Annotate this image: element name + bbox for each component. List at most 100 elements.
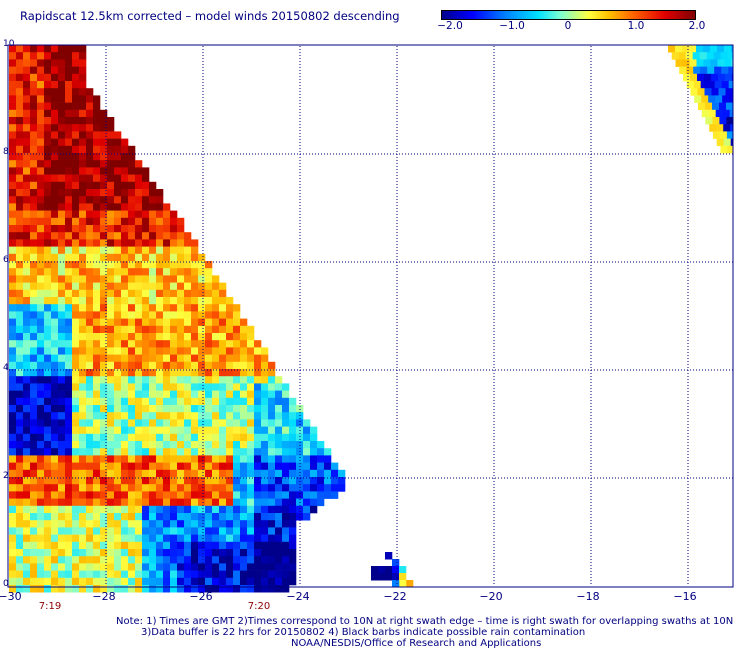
wind-cell — [100, 167, 108, 175]
wind-cell — [205, 563, 213, 571]
wind-cell — [100, 109, 108, 118]
wind-cell — [708, 109, 716, 118]
wind-cell — [254, 390, 262, 399]
wind-cell — [219, 433, 227, 442]
wind-cell — [114, 282, 122, 291]
wind-cell — [58, 325, 66, 334]
wind-cell — [247, 563, 255, 571]
wind-cell — [724, 45, 732, 53]
wind-cell — [128, 513, 136, 521]
wind-cell — [9, 433, 17, 442]
wind-cell — [261, 419, 269, 427]
wind-cell — [44, 498, 52, 507]
wind-cell — [58, 311, 66, 319]
wind-cell — [240, 505, 248, 514]
wind-cell — [121, 570, 129, 579]
wind-cell — [23, 160, 31, 168]
wind-cell — [65, 225, 73, 233]
wind-cell — [86, 505, 94, 514]
wind-cell — [149, 196, 157, 204]
wind-cell — [44, 232, 52, 240]
wind-cell — [142, 261, 150, 269]
wind-cell — [170, 505, 178, 514]
wind-cell — [701, 95, 709, 103]
wind-cell — [86, 117, 94, 125]
wind-cell — [121, 275, 129, 283]
wind-cell — [282, 570, 290, 579]
wind-cell — [219, 577, 227, 586]
wind-cell — [721, 66, 729, 75]
wind-cell — [72, 441, 80, 449]
wind-cell — [9, 81, 17, 89]
wind-cell — [30, 469, 38, 478]
wind-cell — [198, 469, 206, 478]
wind-cell — [177, 570, 185, 579]
wind-cell — [114, 325, 122, 334]
wind-cell — [9, 225, 17, 233]
wind-cell — [9, 181, 17, 190]
wind-cell — [44, 426, 52, 435]
wind-cell — [177, 477, 185, 485]
wind-cell — [722, 109, 730, 118]
wind-cell — [51, 541, 59, 550]
wind-cell — [100, 138, 108, 147]
wind-cell — [86, 448, 94, 456]
wind-cell — [72, 253, 80, 262]
wind-cell — [86, 109, 94, 118]
wind-cell — [191, 549, 199, 557]
wind-cell — [79, 426, 87, 435]
wind-cell — [37, 318, 45, 327]
wind-cell — [135, 225, 143, 233]
wind-cell — [72, 383, 80, 391]
wind-cell — [37, 275, 45, 283]
wind-cell — [191, 369, 199, 377]
wind-cell — [142, 520, 150, 528]
wind-cell — [121, 585, 129, 593]
wind-cell — [275, 477, 283, 485]
wind-cell — [65, 448, 73, 456]
wind-cell — [51, 484, 59, 492]
wind-cell — [233, 455, 241, 463]
wind-cell — [254, 441, 262, 449]
wind-cell — [135, 361, 143, 370]
wind-cell — [72, 577, 80, 586]
wind-cell — [163, 340, 171, 348]
wind-cell — [142, 181, 150, 190]
wind-cell — [219, 527, 227, 535]
wind-cell — [107, 369, 115, 377]
wind-cell — [275, 412, 283, 420]
wind-cell — [93, 275, 101, 283]
wind-cell — [23, 383, 31, 391]
wind-cell — [226, 311, 234, 319]
wind-cell — [212, 376, 220, 384]
wind-cell — [93, 174, 101, 183]
wind-cell — [725, 88, 733, 96]
wind-cell — [198, 441, 206, 449]
wind-cell — [261, 383, 269, 391]
wind-cell — [261, 433, 269, 442]
wind-cell — [156, 289, 164, 298]
wind-cell — [156, 563, 164, 571]
wind-cell — [191, 563, 199, 571]
wind-cell — [72, 203, 80, 211]
wind-cell — [72, 498, 80, 507]
wind-cell — [718, 88, 726, 96]
wind-cell — [72, 246, 80, 255]
wind-cell — [712, 102, 720, 111]
wind-cell — [9, 66, 17, 75]
wind-cell — [219, 383, 227, 391]
wind-cell — [233, 498, 241, 507]
wind-cell — [23, 246, 31, 255]
wind-cell — [170, 577, 178, 586]
wind-cell — [233, 354, 241, 363]
wind-cell — [282, 390, 290, 399]
wind-cell — [9, 102, 17, 111]
wind-cell — [226, 340, 234, 348]
wind-cell — [23, 117, 31, 125]
wind-cell — [9, 412, 17, 420]
wind-cell — [268, 462, 276, 471]
wind-cell — [135, 275, 143, 283]
wind-cell — [58, 109, 66, 118]
x-tick-label: −26 — [189, 590, 213, 603]
wind-cell — [72, 109, 80, 118]
